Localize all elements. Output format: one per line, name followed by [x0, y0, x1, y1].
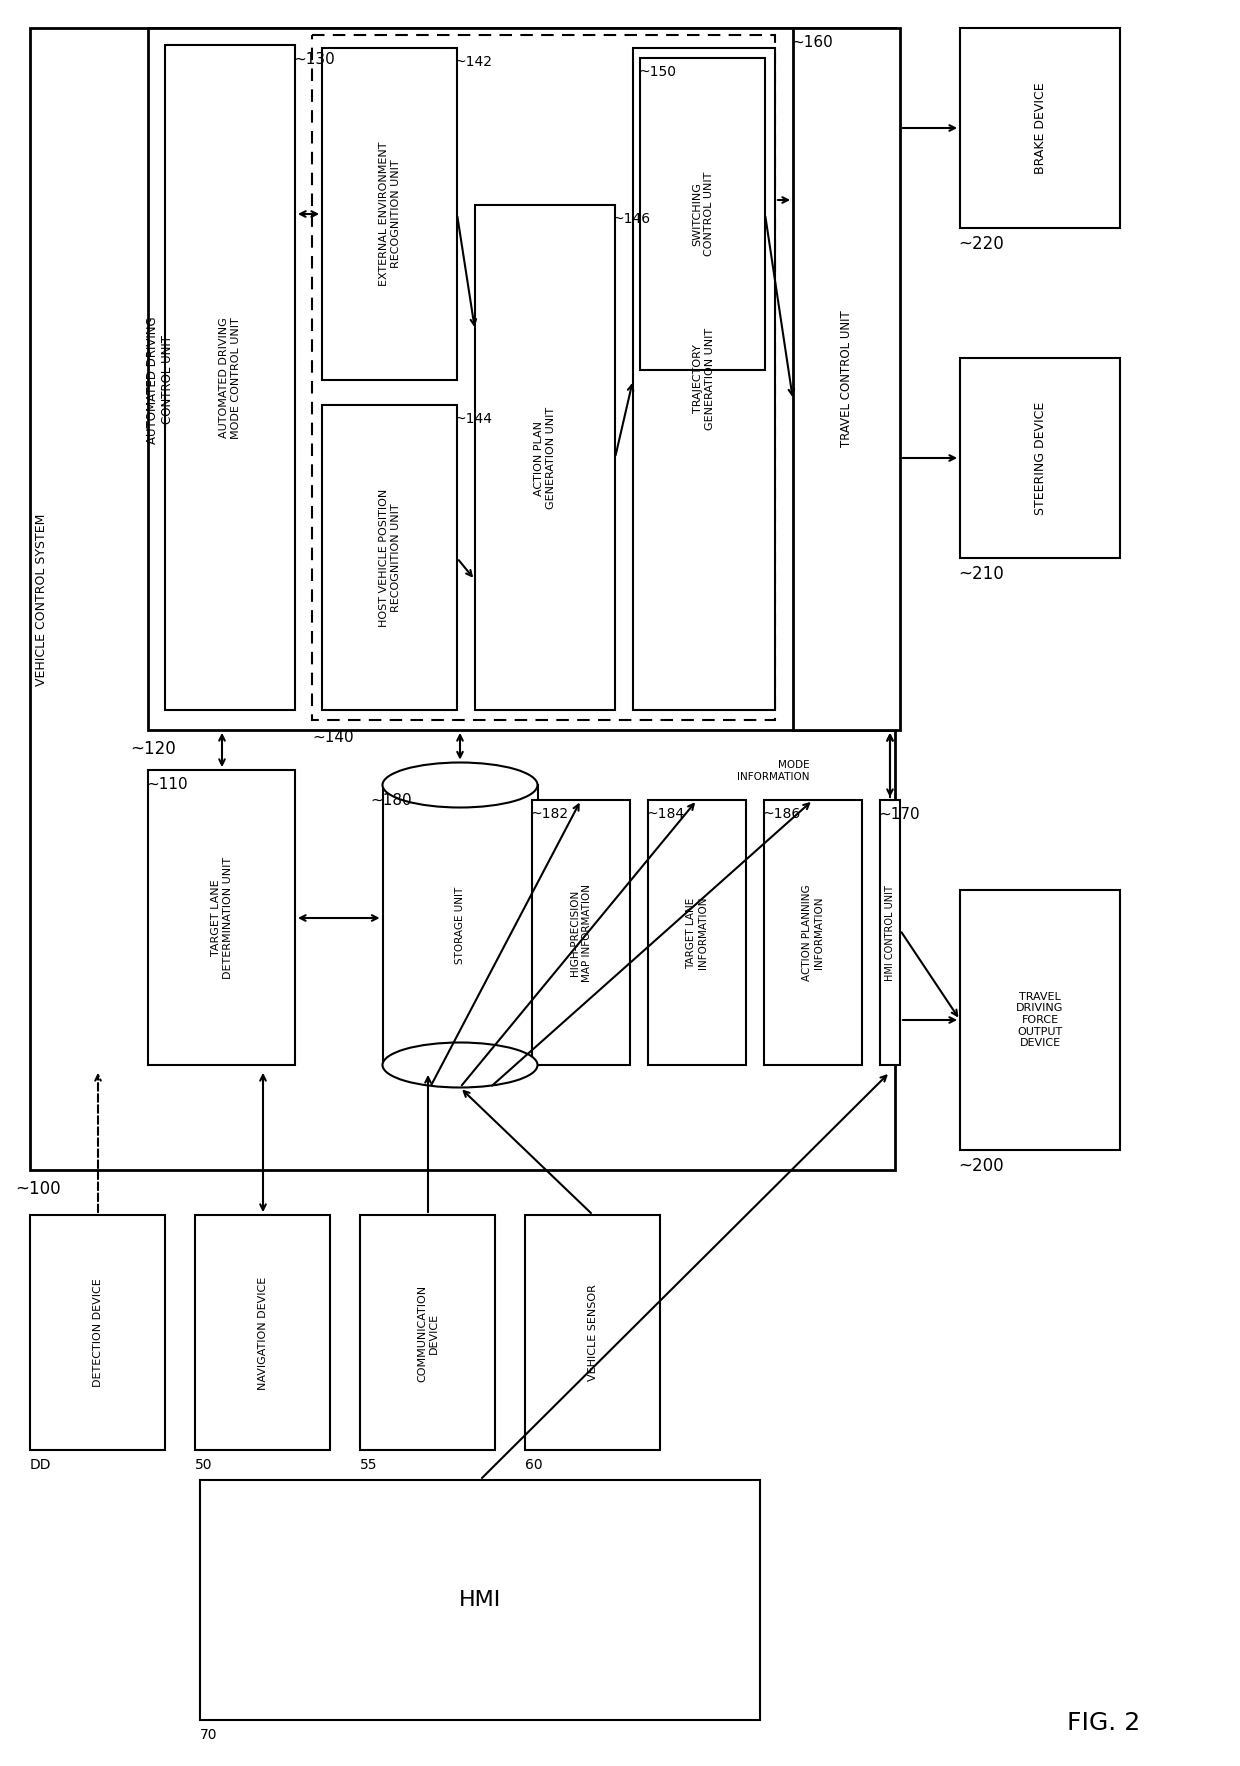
Text: ~142: ~142 [455, 55, 494, 69]
Bar [640, 58, 765, 371]
Text: STEERING DEVICE: STEERING DEVICE [1033, 401, 1047, 514]
Bar [148, 770, 295, 1065]
Text: TARGET LANE
INFORMATION: TARGET LANE INFORMATION [686, 897, 708, 970]
Bar [794, 28, 900, 729]
Text: ~150: ~150 [639, 65, 676, 79]
Text: EXTERNAL ENVIRONMENT
RECOGNITION UNIT: EXTERNAL ENVIRONMENT RECOGNITION UNIT [379, 141, 401, 286]
Text: DETECTION DEVICE: DETECTION DEVICE [93, 1279, 103, 1388]
Text: ~170: ~170 [878, 807, 920, 821]
Text: 50: 50 [195, 1459, 212, 1473]
Text: TARGET LANE
DETERMINATION UNIT: TARGET LANE DETERMINATION UNIT [211, 857, 233, 978]
Bar [200, 1480, 760, 1720]
Text: ~182: ~182 [529, 807, 568, 821]
Bar [322, 48, 458, 380]
Bar [764, 800, 862, 1065]
Text: STORAGE UNIT: STORAGE UNIT [455, 887, 465, 964]
Text: ACTION PLAN
GENERATION UNIT: ACTION PLAN GENERATION UNIT [534, 406, 556, 509]
Text: MODE
INFORMATION: MODE INFORMATION [738, 759, 810, 782]
Ellipse shape [382, 1042, 537, 1088]
Bar [312, 35, 775, 721]
Text: VEHICLE SENSOR: VEHICLE SENSOR [588, 1284, 598, 1381]
Text: COMMUNICATION
DEVICE: COMMUNICATION DEVICE [417, 1284, 439, 1381]
Bar [30, 28, 895, 1171]
Text: 55: 55 [360, 1459, 377, 1473]
Text: AUTOMATED DRIVING
CONTROL UNIT: AUTOMATED DRIVING CONTROL UNIT [146, 316, 174, 443]
Text: NAVIGATION DEVICE: NAVIGATION DEVICE [258, 1277, 268, 1390]
Bar [382, 786, 537, 1065]
Text: ~160: ~160 [791, 35, 833, 49]
Text: ~144: ~144 [455, 411, 494, 426]
Text: HIGH-PRECISION
MAP INFORMATION: HIGH-PRECISION MAP INFORMATION [570, 885, 591, 982]
Bar [195, 1215, 330, 1450]
Bar [475, 205, 615, 710]
Text: HMI: HMI [459, 1589, 501, 1611]
Text: VEHICLE CONTROL SYSTEM: VEHICLE CONTROL SYSTEM [36, 514, 48, 687]
Text: ~120: ~120 [130, 740, 176, 758]
Text: ~140: ~140 [312, 729, 353, 745]
Bar [880, 800, 900, 1065]
Text: SWITCHING
CONTROL UNIT: SWITCHING CONTROL UNIT [692, 171, 714, 256]
Text: HMI CONTROL UNIT: HMI CONTROL UNIT [885, 885, 895, 980]
Bar [960, 358, 1120, 558]
Text: FIG. 2: FIG. 2 [1066, 1711, 1141, 1734]
Text: ~210: ~210 [959, 565, 1003, 583]
Bar [649, 800, 746, 1065]
Bar [322, 404, 458, 710]
Text: ~184: ~184 [646, 807, 684, 821]
Text: ~200: ~200 [959, 1157, 1003, 1174]
Text: TRAVEL CONTROL UNIT: TRAVEL CONTROL UNIT [841, 311, 853, 447]
Bar [532, 800, 630, 1065]
Text: 60: 60 [525, 1459, 543, 1473]
Text: ~110: ~110 [146, 777, 187, 791]
Text: ~220: ~220 [959, 235, 1003, 253]
Text: BRAKE DEVICE: BRAKE DEVICE [1033, 83, 1047, 173]
Text: TRAJECTORY
GENERATION UNIT: TRAJECTORY GENERATION UNIT [693, 328, 714, 431]
Text: HOST VEHICLE POSITION
RECOGNITION UNIT: HOST VEHICLE POSITION RECOGNITION UNIT [379, 489, 401, 627]
Text: DD: DD [30, 1459, 52, 1473]
Text: ~186: ~186 [763, 807, 800, 821]
Ellipse shape [382, 763, 537, 807]
Bar [632, 48, 775, 710]
Text: ~130: ~130 [293, 51, 335, 67]
Text: TRAVEL
DRIVING
FORCE
OUTPUT
DEVICE: TRAVEL DRIVING FORCE OUTPUT DEVICE [1017, 992, 1064, 1049]
Text: ~180: ~180 [370, 793, 412, 809]
Bar [148, 28, 895, 729]
Bar [360, 1215, 495, 1450]
Bar [960, 28, 1120, 228]
Text: ~100: ~100 [15, 1180, 61, 1197]
Bar [30, 1215, 165, 1450]
Bar [960, 890, 1120, 1150]
Text: AUTOMATED DRIVING
MODE CONTROL UNIT: AUTOMATED DRIVING MODE CONTROL UNIT [219, 318, 241, 440]
Bar [525, 1215, 660, 1450]
Text: ~146: ~146 [613, 212, 651, 226]
Bar [165, 44, 295, 710]
Text: ACTION PLANNING
INFORMATION: ACTION PLANNING INFORMATION [802, 885, 823, 982]
Text: 70: 70 [200, 1727, 217, 1741]
